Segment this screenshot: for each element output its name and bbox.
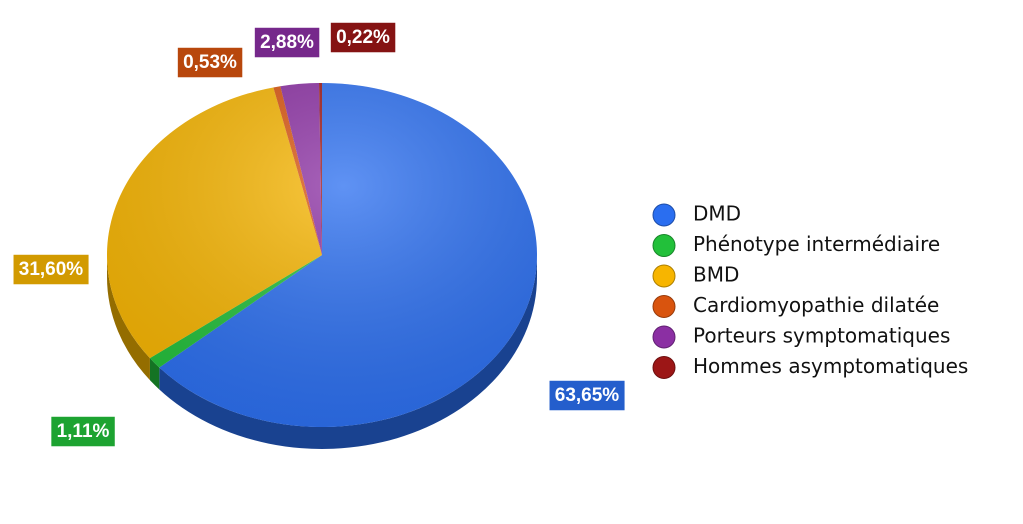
value-label: 63,65%: [555, 385, 620, 406]
legend: DMD Phénotype intermédiaire BMD Cardiomyopa…: [652, 202, 968, 379]
value-label-box: [253, 26, 321, 59]
legend-label: Cardiomyopathie dilatée: [693, 293, 939, 317]
legend-label: Phénotype intermédiaire: [693, 232, 940, 256]
value-label-box: [548, 379, 627, 412]
legend-marker: [652, 234, 676, 257]
legend-marker: [652, 356, 676, 379]
value-label-box: [329, 21, 397, 54]
legend-label: BMD: [693, 263, 739, 287]
legend-marker: [652, 203, 676, 227]
value-label: 0,22%: [336, 27, 390, 48]
value-label-box: [176, 46, 244, 79]
value-label: 31,60%: [19, 259, 84, 280]
value-labels: 63,65% 1,11% 31,60% 0,53% 2,88% 0,22%: [12, 21, 627, 448]
legend-label: DMD: [693, 202, 741, 226]
legend-label: Hommes asymptomatiques: [693, 354, 968, 378]
legend-marker: [652, 264, 676, 288]
value-label-box: [49, 415, 117, 448]
legend-marker: [652, 295, 676, 318]
value-label: 1,11%: [57, 421, 110, 442]
pie: [106, 83, 537, 449]
legend-marker: [652, 325, 676, 349]
value-label: 2,88%: [260, 32, 314, 53]
value-label: 0,53%: [183, 52, 237, 73]
legend-label: Porteurs symptomatiques: [693, 324, 950, 348]
value-label-box: [12, 253, 91, 286]
